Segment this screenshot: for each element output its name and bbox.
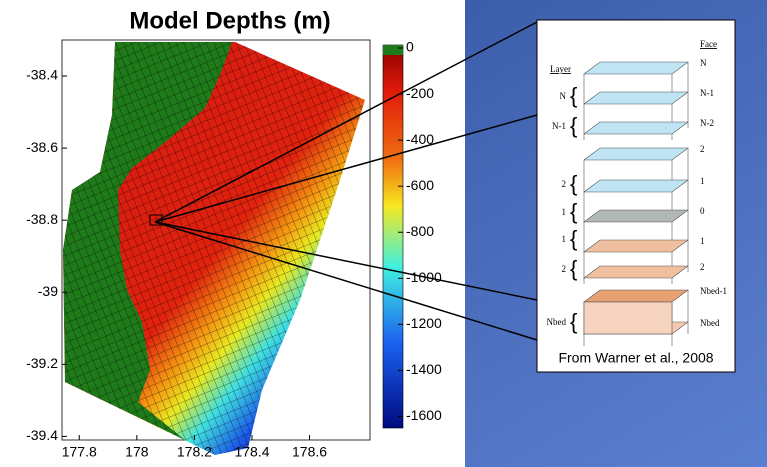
layer-label: Nbed [547,317,567,327]
face-label: Nbed [700,318,720,328]
x-tick-label: 178.4 [234,444,269,460]
layer-label: 2 [562,179,567,189]
layer-face [583,179,689,193]
face-label: 0 [700,206,705,216]
face-label: 1 [700,176,705,186]
face-label: N [700,58,707,68]
zoom-box [149,214,163,226]
colorbar-tick-label: -1000 [406,269,442,285]
layer-brace: { [570,199,577,224]
y-tick-label: -38.6 [26,139,58,155]
layer-label: 1 [562,207,567,217]
layer-label: N [560,91,567,101]
layer-label: 1 [562,234,567,244]
layer-face [583,91,689,105]
colorbar-tick-label: -200 [406,85,434,101]
layer-face [583,289,689,303]
layer-face [583,265,689,279]
face-header: Face [700,39,717,49]
layer-face [583,121,689,135]
layer-face [583,147,689,161]
bed-layer [583,301,673,335]
colorbar-tick-label: -1400 [406,361,442,377]
y-tick-label: -38.8 [26,211,58,227]
colorbar-tick-label: -400 [406,131,434,147]
y-tick-label: -38.4 [26,67,58,83]
colorbar-tick-label: 0 [406,39,414,55]
y-tick-label: -39 [38,283,58,299]
face-label: N-2 [700,118,714,128]
layer-face [583,239,689,253]
chart-title: Model Depths (m) [129,7,330,34]
colorbar-tick-label: -1600 [406,407,442,423]
x-tick-label: 178.6 [292,444,327,460]
face-label: Nbed-1 [700,286,727,296]
colorbar-tick-label: -600 [406,177,434,193]
face-label: N-1 [700,88,714,98]
layer-face [583,61,689,75]
x-tick-label: 178 [125,444,149,460]
layer-brace: { [570,83,577,108]
y-tick-label: -39.4 [26,427,58,443]
zoom-lines [154,21,538,341]
layer-brace: { [570,171,577,196]
y-tick-label: -39.2 [26,355,58,371]
layer-header: Layer [550,64,571,74]
colorbar-tick-label: -1200 [406,315,442,331]
caption: From Warner et al., 2008 [558,350,713,366]
layer-brace: { [570,256,577,281]
face-label: 2 [700,262,705,272]
layer-label: 2 [562,264,567,274]
x-tick-label: 178.2 [177,444,212,460]
face-label: 2 [700,144,705,154]
layer-label: N-1 [552,121,566,131]
colorbar-land [383,45,403,55]
face-label: 1 [700,236,705,246]
layer-face [583,209,689,223]
layer-brace: { [570,226,577,251]
colorbar-tick-label: -800 [406,223,434,239]
layer-brace: { [570,309,577,334]
x-tick-label: 177.8 [62,444,97,460]
layer-brace: { [570,113,577,138]
